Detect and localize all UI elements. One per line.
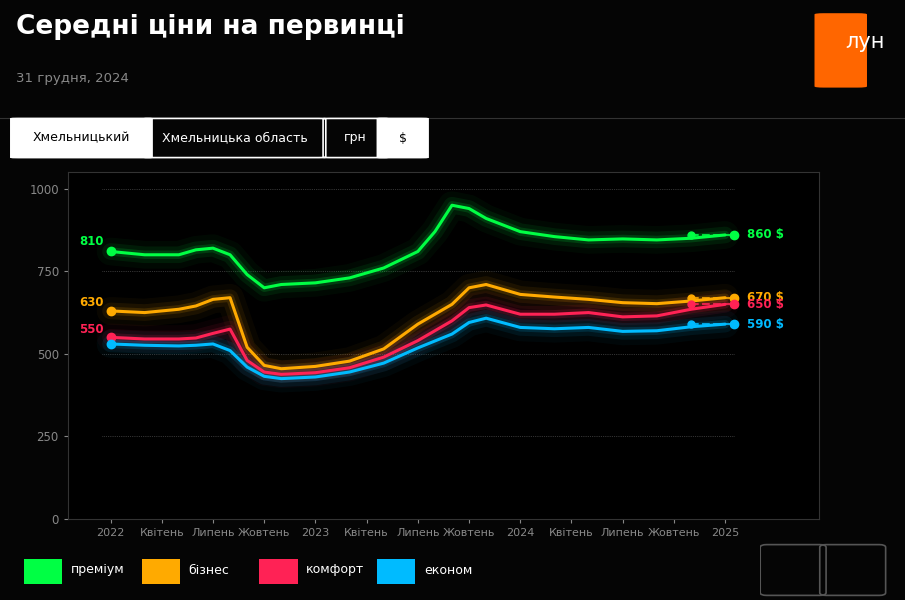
Text: преміум: преміум	[71, 563, 125, 577]
Text: лун: лун	[845, 32, 885, 52]
Text: бізнес: бізнес	[188, 563, 230, 577]
Bar	[377, 559, 415, 583]
Bar	[259, 559, 298, 583]
Text: 590 $: 590 $	[748, 317, 785, 331]
Text: 810: 810	[80, 235, 104, 248]
FancyBboxPatch shape	[814, 13, 867, 88]
FancyBboxPatch shape	[11, 118, 152, 158]
Text: Середні ціни на первинці: Середні ціни на первинці	[16, 14, 405, 40]
Text: 550: 550	[79, 323, 104, 335]
Bar	[24, 559, 62, 583]
Text: Хмельницька область: Хмельницька область	[162, 131, 308, 145]
Text: 650 $: 650 $	[748, 298, 785, 311]
Text: $: $	[399, 131, 406, 145]
Text: 670 $: 670 $	[748, 291, 784, 304]
Text: 630: 630	[80, 296, 104, 309]
Text: 860 $: 860 $	[748, 229, 785, 241]
Text: 31 грудня, 2024: 31 грудня, 2024	[16, 72, 129, 85]
Text: комфорт: комфорт	[307, 563, 365, 577]
Text: грн: грн	[344, 131, 367, 145]
Text: Хмельницький: Хмельницький	[33, 131, 130, 145]
Text: економ: економ	[424, 563, 472, 577]
Bar	[141, 559, 180, 583]
FancyBboxPatch shape	[377, 118, 428, 158]
